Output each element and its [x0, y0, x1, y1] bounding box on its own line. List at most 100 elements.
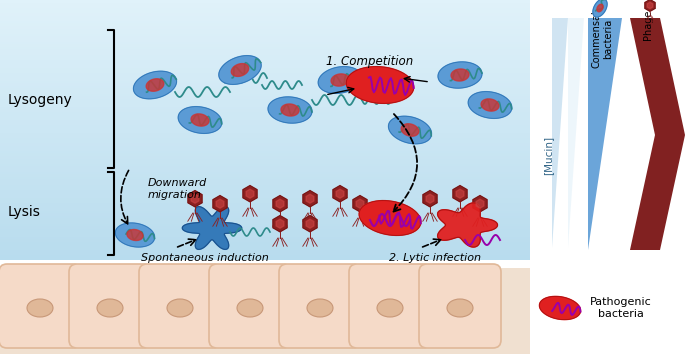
Polygon shape: [359, 201, 421, 235]
Bar: [0, 0, 530, 3]
Bar: [0, 169, 530, 172]
Text: 1. Competition: 1. Competition: [326, 56, 414, 69]
Polygon shape: [438, 62, 482, 88]
Polygon shape: [182, 207, 242, 249]
Polygon shape: [336, 189, 344, 198]
Polygon shape: [333, 185, 347, 202]
Bar: [0, 187, 530, 190]
FancyBboxPatch shape: [349, 264, 431, 348]
Bar: [0, 203, 530, 206]
FancyArrowPatch shape: [423, 239, 440, 247]
Ellipse shape: [237, 299, 263, 317]
Bar: [0, 10, 530, 13]
Bar: [0, 112, 530, 114]
Bar: [0, 218, 530, 221]
Polygon shape: [146, 79, 164, 91]
Bar: [0, 125, 530, 127]
Bar: [530, 0, 685, 354]
FancyBboxPatch shape: [0, 264, 81, 348]
Bar: [0, 60, 530, 63]
Bar: [0, 182, 530, 185]
Text: Downward
migration: Downward migration: [148, 178, 208, 200]
Bar: [0, 101, 530, 104]
Bar: [0, 42, 530, 44]
Polygon shape: [243, 185, 257, 202]
Bar: [0, 50, 530, 52]
Bar: [0, 242, 530, 245]
Bar: [0, 213, 530, 216]
Bar: [0, 257, 530, 260]
Bar: [0, 104, 530, 107]
Polygon shape: [552, 18, 568, 248]
Bar: [0, 226, 530, 229]
Bar: [0, 172, 530, 174]
Bar: [0, 93, 530, 96]
Bar: [0, 216, 530, 218]
Polygon shape: [353, 196, 367, 212]
Bar: [0, 96, 530, 99]
FancyBboxPatch shape: [279, 264, 361, 348]
Bar: [0, 211, 530, 213]
Bar: [0, 190, 530, 193]
Polygon shape: [456, 189, 464, 198]
Bar: [0, 86, 530, 88]
Bar: [0, 247, 530, 250]
Polygon shape: [473, 196, 487, 212]
Text: Spontaneous induction: Spontaneous induction: [141, 253, 269, 263]
Polygon shape: [476, 199, 484, 208]
FancyArrowPatch shape: [121, 170, 129, 224]
Polygon shape: [347, 67, 414, 103]
Polygon shape: [568, 18, 584, 248]
Bar: [0, 44, 530, 47]
Bar: [0, 21, 530, 23]
Bar: [0, 120, 530, 122]
Bar: [0, 195, 530, 198]
Polygon shape: [331, 74, 349, 86]
Bar: [0, 62, 530, 65]
Bar: [0, 52, 530, 55]
Polygon shape: [453, 185, 467, 202]
Bar: [0, 130, 530, 133]
Bar: [0, 2, 530, 5]
Bar: [0, 133, 530, 135]
Bar: [0, 244, 530, 247]
Bar: [0, 75, 530, 78]
Polygon shape: [469, 92, 512, 118]
Polygon shape: [216, 199, 224, 208]
Ellipse shape: [447, 299, 473, 317]
Polygon shape: [588, 18, 622, 250]
Polygon shape: [540, 296, 581, 320]
Polygon shape: [273, 196, 287, 212]
Polygon shape: [645, 0, 655, 11]
Text: [Mucin]: [Mucin]: [543, 136, 553, 175]
Polygon shape: [451, 69, 469, 81]
Bar: [0, 234, 530, 237]
Polygon shape: [426, 194, 434, 203]
Bar: [0, 78, 530, 81]
Polygon shape: [276, 199, 284, 208]
Bar: [0, 193, 530, 195]
Bar: [0, 65, 530, 68]
Polygon shape: [213, 196, 227, 212]
Text: Phage: Phage: [643, 10, 653, 40]
Bar: [0, 232, 530, 234]
Bar: [0, 16, 530, 18]
Bar: [0, 156, 530, 159]
Polygon shape: [306, 194, 314, 203]
Polygon shape: [438, 203, 497, 247]
Bar: [0, 268, 530, 354]
Bar: [0, 107, 530, 109]
Polygon shape: [219, 56, 261, 84]
Bar: [0, 138, 530, 141]
Bar: [0, 18, 530, 21]
Bar: [0, 164, 530, 166]
Polygon shape: [232, 64, 249, 76]
Bar: [0, 250, 530, 252]
Bar: [0, 83, 530, 86]
Polygon shape: [306, 219, 314, 228]
Ellipse shape: [97, 299, 123, 317]
Bar: [0, 39, 530, 42]
Bar: [0, 99, 530, 102]
Bar: [0, 221, 530, 224]
Bar: [0, 36, 530, 39]
